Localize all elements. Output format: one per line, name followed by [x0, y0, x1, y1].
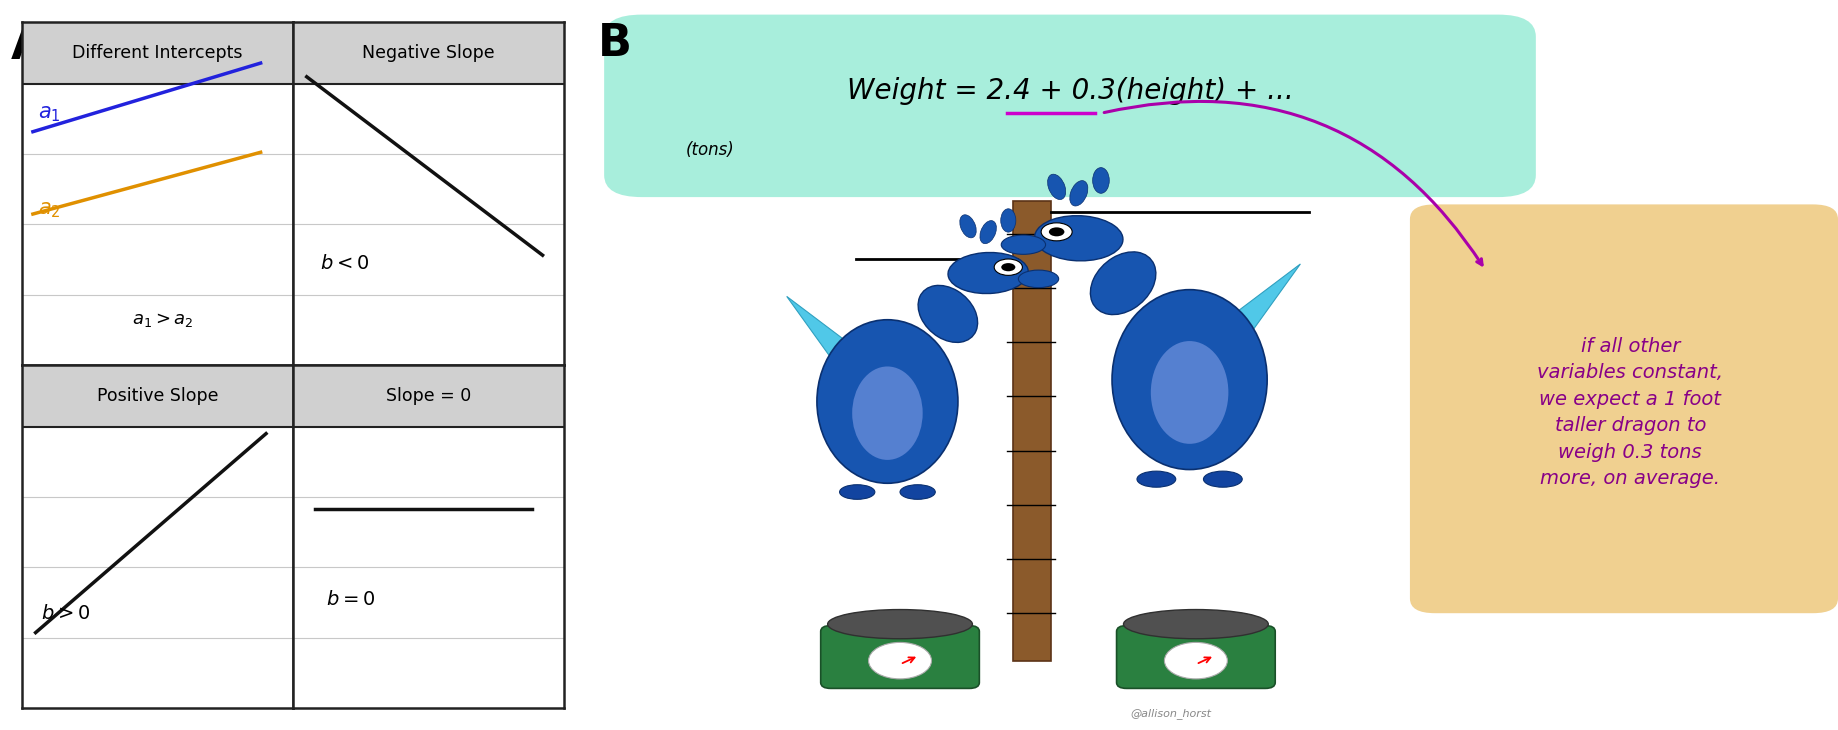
- Ellipse shape: [1000, 209, 1016, 232]
- Text: Positive Slope: Positive Slope: [97, 387, 219, 405]
- Text: if all other
variables constant,
we expect a 1 foot
taller dragon to
weigh 0.3 t: if all other variables constant, we expe…: [1537, 337, 1724, 488]
- Polygon shape: [787, 296, 908, 378]
- Ellipse shape: [1204, 471, 1242, 487]
- Text: B: B: [597, 22, 632, 65]
- Circle shape: [1165, 642, 1228, 679]
- Ellipse shape: [919, 285, 978, 342]
- FancyBboxPatch shape: [822, 626, 980, 688]
- FancyBboxPatch shape: [605, 15, 1537, 197]
- Ellipse shape: [1092, 168, 1110, 193]
- Circle shape: [1002, 263, 1015, 272]
- Text: A: A: [11, 26, 46, 68]
- Text: @allison_horst: @allison_horst: [1130, 708, 1211, 719]
- FancyBboxPatch shape: [1116, 626, 1276, 688]
- Ellipse shape: [1151, 341, 1228, 444]
- Text: $b < 0$: $b < 0$: [320, 254, 369, 273]
- Text: $b = 0$: $b = 0$: [325, 590, 375, 609]
- Ellipse shape: [959, 215, 976, 238]
- Text: Weight = 2.4 + 0.3(height) + ...: Weight = 2.4 + 0.3(height) + ...: [847, 77, 1294, 105]
- Ellipse shape: [840, 485, 875, 499]
- Ellipse shape: [1018, 270, 1059, 288]
- Text: Slope = 0: Slope = 0: [386, 387, 471, 405]
- Text: Different Intercepts: Different Intercepts: [72, 44, 243, 62]
- Circle shape: [1040, 223, 1072, 241]
- FancyBboxPatch shape: [1013, 201, 1051, 661]
- Ellipse shape: [1048, 174, 1066, 199]
- Ellipse shape: [853, 366, 923, 460]
- Ellipse shape: [1090, 252, 1156, 315]
- Ellipse shape: [1070, 180, 1088, 206]
- Circle shape: [994, 259, 1022, 275]
- Ellipse shape: [901, 485, 936, 499]
- Ellipse shape: [1123, 610, 1268, 639]
- Circle shape: [1049, 227, 1064, 237]
- Polygon shape: [1167, 264, 1301, 354]
- Circle shape: [869, 642, 932, 679]
- Ellipse shape: [816, 320, 958, 483]
- Text: Negative Slope: Negative Slope: [362, 44, 494, 62]
- Ellipse shape: [827, 610, 972, 639]
- Ellipse shape: [1138, 471, 1176, 487]
- Text: $b > 0$: $b > 0$: [40, 604, 90, 623]
- Text: $a_1 > a_2$: $a_1 > a_2$: [132, 312, 193, 329]
- Ellipse shape: [980, 220, 996, 244]
- Text: $a_1$: $a_1$: [39, 104, 61, 123]
- FancyBboxPatch shape: [1410, 204, 1838, 613]
- Ellipse shape: [1002, 235, 1046, 254]
- Ellipse shape: [1035, 215, 1123, 261]
- Ellipse shape: [1112, 290, 1266, 469]
- Ellipse shape: [948, 253, 1027, 293]
- Text: (tons): (tons): [686, 141, 735, 158]
- Text: $a_2$: $a_2$: [39, 199, 61, 220]
